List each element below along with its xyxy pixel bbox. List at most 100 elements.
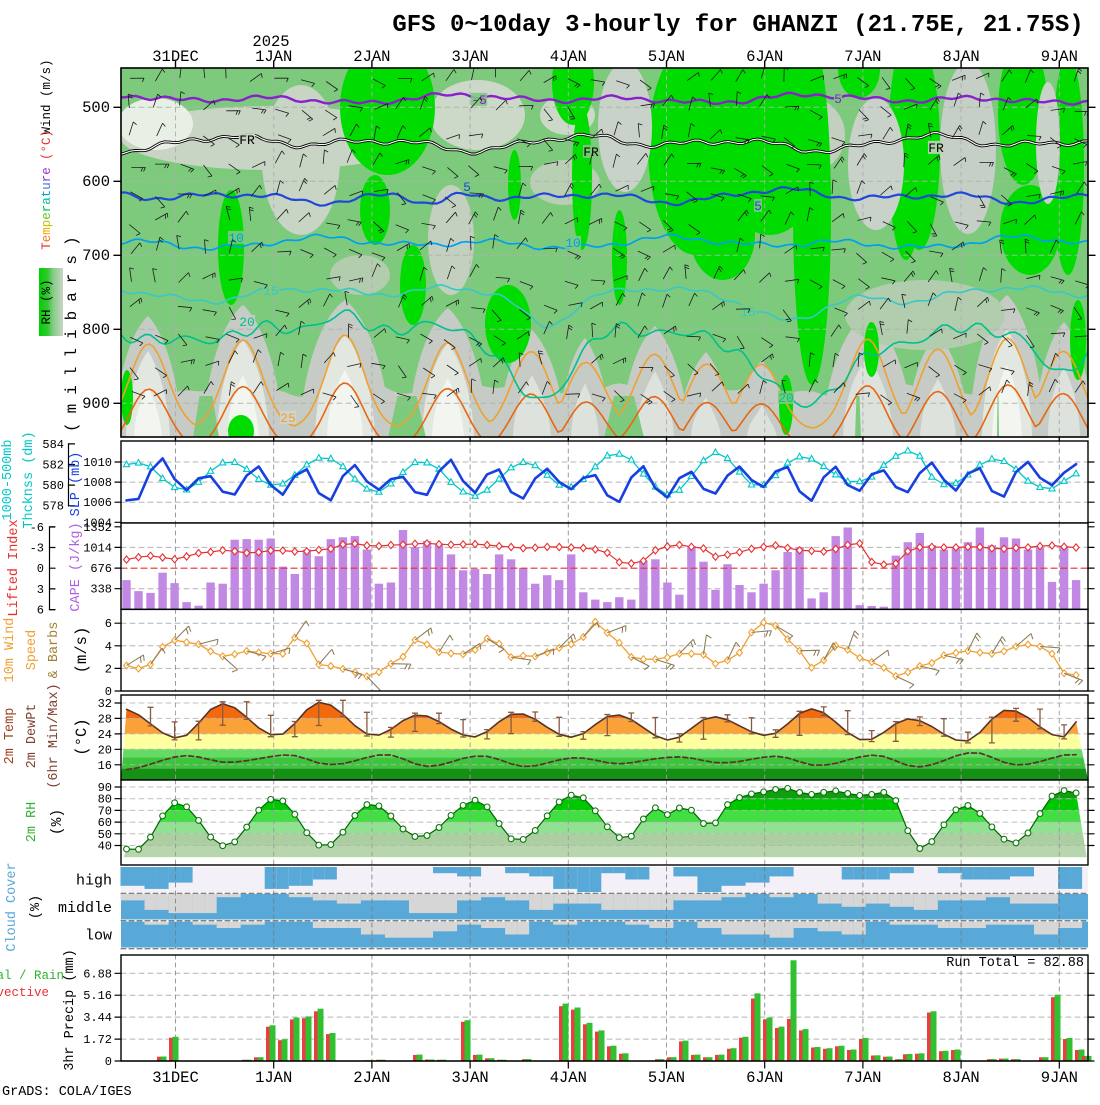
- svg-text:high: high: [76, 873, 112, 890]
- svg-text:4JAN: 4JAN: [550, 48, 587, 66]
- svg-text:50: 50: [98, 828, 112, 842]
- svg-text:90: 90: [98, 781, 112, 795]
- svg-text:9JAN: 9JAN: [1041, 48, 1078, 66]
- svg-text:(%): (%): [29, 895, 44, 919]
- svg-text:15: 15: [263, 284, 279, 299]
- svg-text:r: r: [40, 175, 54, 183]
- svg-text:1.72: 1.72: [83, 1033, 112, 1047]
- svg-text:Thcknss (dm): Thcknss (dm): [22, 431, 37, 528]
- svg-text:80: 80: [98, 793, 112, 807]
- svg-text:Convective: Convective: [0, 986, 49, 1000]
- svg-text:GFS 0~10day 3-hourly for GHANZ: GFS 0~10day 3-hourly for GHANZI (21.75E,…: [392, 12, 1083, 39]
- svg-text:1004: 1004: [83, 516, 112, 530]
- svg-text:(°C): (°C): [73, 718, 91, 755]
- svg-text:Cloud Cover: Cloud Cover: [5, 862, 20, 951]
- svg-text:24: 24: [98, 728, 112, 742]
- svg-text:-6: -6: [30, 521, 44, 535]
- svg-text:6JAN: 6JAN: [746, 48, 783, 66]
- svg-text:0: 0: [105, 1055, 112, 1069]
- svg-text:7JAN: 7JAN: [844, 48, 881, 66]
- svg-text:2m DewPt: 2m DewPt: [25, 704, 40, 769]
- svg-text:7JAN: 7JAN: [844, 1069, 881, 1087]
- svg-text:2JAN: 2JAN: [353, 48, 390, 66]
- svg-text:20: 20: [778, 391, 794, 406]
- svg-text:1006: 1006: [83, 496, 112, 510]
- svg-text:5: 5: [754, 199, 762, 214]
- svg-text:4JAN: 4JAN: [550, 1069, 587, 1087]
- svg-text:SLP (mb): SLP (mb): [69, 452, 84, 517]
- svg-text:10: 10: [565, 236, 581, 251]
- svg-text:1JAN: 1JAN: [255, 1069, 292, 1087]
- svg-text:40: 40: [98, 840, 112, 854]
- svg-text:e: e: [40, 167, 54, 175]
- svg-text:Total / Rain: Total / Rain: [0, 969, 64, 983]
- svg-text:(°C): (°C): [40, 130, 54, 160]
- svg-text:2025: 2025: [252, 33, 289, 51]
- svg-text:2m Temp: 2m Temp: [3, 708, 18, 765]
- svg-text:Lifted Index: Lifted Index: [7, 519, 22, 616]
- svg-text:0: 0: [105, 685, 112, 699]
- svg-text:FR: FR: [583, 145, 599, 160]
- svg-text:600: 600: [82, 173, 110, 191]
- svg-text:338: 338: [90, 583, 112, 597]
- svg-text:20: 20: [239, 315, 255, 330]
- svg-text:25: 25: [280, 411, 296, 426]
- svg-text:0: 0: [37, 562, 44, 576]
- svg-text:2: 2: [105, 662, 112, 676]
- svg-text:500: 500: [82, 99, 110, 117]
- svg-text:70: 70: [98, 804, 112, 818]
- svg-text:5.16: 5.16: [83, 989, 112, 1003]
- svg-text:2JAN: 2JAN: [353, 1069, 390, 1087]
- svg-text:900: 900: [82, 395, 110, 413]
- svg-text:-5: -5: [471, 93, 487, 108]
- svg-text:3hr Precip (mm): 3hr Precip (mm): [63, 949, 78, 1071]
- svg-text:9JAN: 9JAN: [1041, 1069, 1078, 1087]
- svg-text:3: 3: [37, 583, 44, 597]
- svg-text:5: 5: [463, 180, 471, 195]
- svg-text:582: 582: [42, 459, 64, 473]
- svg-text:m: m: [40, 227, 54, 235]
- svg-text:6.88: 6.88: [83, 967, 112, 981]
- svg-text:CAPE (J/kg): CAPE (J/kg): [69, 522, 84, 611]
- svg-text:584: 584: [42, 438, 64, 452]
- svg-text:e: e: [40, 212, 54, 220]
- svg-text:5: 5: [834, 92, 842, 107]
- svg-text:31DEC: 31DEC: [152, 48, 199, 66]
- svg-text:middle: middle: [58, 900, 112, 917]
- svg-text:T: T: [40, 242, 54, 250]
- svg-text:8JAN: 8JAN: [942, 1069, 979, 1087]
- svg-text:578: 578: [42, 500, 64, 514]
- svg-text:1014: 1014: [83, 541, 112, 555]
- svg-text:GrADS: COLA/IGES: GrADS: COLA/IGES: [2, 1085, 132, 1100]
- svg-text:2m RH: 2m RH: [25, 802, 40, 843]
- svg-text:FR: FR: [239, 133, 255, 148]
- svg-text:800: 800: [82, 321, 110, 339]
- svg-text:p: p: [40, 220, 54, 228]
- svg-text:t: t: [40, 190, 54, 198]
- svg-text:a: a: [40, 197, 54, 205]
- svg-text:6: 6: [37, 604, 44, 618]
- svg-text:5JAN: 5JAN: [648, 1069, 685, 1087]
- svg-text:4: 4: [105, 640, 112, 654]
- svg-text:5JAN: 5JAN: [648, 48, 685, 66]
- svg-text:Run Total = 82.88: Run Total = 82.88: [946, 956, 1084, 971]
- svg-text:u: u: [40, 182, 54, 190]
- svg-text:3.44: 3.44: [83, 1011, 112, 1025]
- svg-text:Wind (m/s): Wind (m/s): [40, 59, 54, 134]
- svg-text:3JAN: 3JAN: [451, 48, 488, 66]
- svg-text:32: 32: [98, 697, 112, 711]
- svg-text:10m Wind: 10m Wind: [3, 618, 18, 683]
- svg-text:RH (%): RH (%): [40, 279, 54, 324]
- svg-text:(6hr Min/Max): (6hr Min/Max): [47, 683, 62, 788]
- svg-text:1000-500mb: 1000-500mb: [1, 439, 16, 520]
- svg-text:e: e: [40, 235, 54, 243]
- svg-text:(millibars): (millibars): [63, 227, 81, 432]
- svg-text:-3: -3: [30, 542, 44, 556]
- svg-text:Speed: Speed: [25, 630, 40, 671]
- svg-text:580: 580: [42, 479, 64, 493]
- svg-text:20: 20: [98, 743, 112, 757]
- svg-text:& Barbs: & Barbs: [47, 622, 62, 679]
- svg-text:1JAN: 1JAN: [255, 48, 292, 66]
- svg-text:700: 700: [82, 247, 110, 265]
- svg-text:3JAN: 3JAN: [451, 1069, 488, 1087]
